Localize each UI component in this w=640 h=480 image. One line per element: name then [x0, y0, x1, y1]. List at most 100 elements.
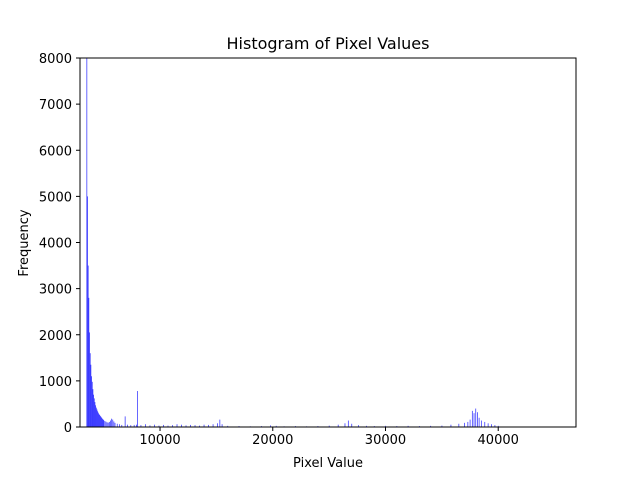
histogram-bar — [467, 421, 469, 427]
histogram-bar — [113, 421, 115, 427]
histogram-bar — [95, 407, 97, 427]
x-tick-label: 10000 — [139, 433, 180, 448]
histogram-bar — [101, 418, 103, 427]
histogram-bar — [88, 297, 90, 427]
histogram-bar — [110, 420, 111, 427]
histogram-bar — [358, 425, 359, 427]
histogram-bar — [450, 424, 452, 427]
histogram-bar — [497, 425, 499, 427]
histogram-bar — [464, 422, 465, 427]
histogram-bar — [101, 417, 103, 427]
histogram-bar — [93, 394, 94, 427]
histogram-bar — [89, 332, 90, 427]
histogram-bar — [106, 422, 108, 427]
histogram-bar — [494, 425, 496, 427]
histogram-bar — [133, 424, 135, 427]
histogram-bar — [194, 425, 196, 427]
histogram-bar — [91, 376, 92, 427]
histogram-bar — [478, 417, 480, 427]
histogram-bar — [163, 424, 164, 427]
bars-group — [86, 58, 556, 428]
histogram-bar — [199, 425, 200, 427]
histogram-bar — [270, 425, 271, 427]
histogram-bar — [347, 420, 349, 427]
histogram-bar — [172, 425, 173, 427]
histogram-bar — [185, 425, 187, 427]
histogram-bar — [116, 423, 118, 427]
histogram-bar — [140, 425, 142, 427]
histogram-bar — [108, 421, 110, 427]
histogram-bar — [102, 419, 104, 427]
histogram-bar — [97, 412, 99, 427]
histogram-bar — [99, 415, 101, 427]
histogram-bar — [99, 415, 101, 427]
y-axis-label: Frequency — [17, 209, 32, 276]
histogram-bar — [89, 353, 91, 427]
histogram-bar — [458, 423, 460, 427]
histogram-bar — [87, 265, 89, 427]
y-tick-label: 8000 — [39, 52, 72, 67]
x-tick-label: 20000 — [252, 433, 293, 448]
histogram-bar — [480, 420, 482, 427]
histogram-bar — [337, 424, 339, 427]
y-tick-label: 5000 — [39, 190, 72, 205]
histogram-bar — [190, 424, 191, 427]
histogram-bar — [104, 421, 106, 427]
histogram-bar — [227, 425, 229, 427]
histogram-bar — [477, 412, 478, 427]
histogram-bar — [176, 424, 178, 427]
y-tick-label: 1000 — [39, 375, 72, 390]
histogram-bar — [469, 419, 471, 427]
histogram-bar — [208, 424, 209, 427]
y-axis-ticks: 0 1000 2000 3000 4000 5000 6000 7000 8000 — [39, 52, 80, 436]
histogram-bar — [221, 424, 223, 427]
histogram-bar — [167, 425, 169, 427]
histogram-bar — [275, 425, 277, 427]
histogram-bar — [475, 408, 477, 427]
x-axis-ticks: 10000 20000 30000 40000 — [139, 427, 519, 448]
histogram-bar — [100, 416, 102, 427]
histogram-bar — [91, 381, 93, 427]
x-tick-label: 30000 — [365, 433, 406, 448]
chart-title: Histogram of Pixel Values — [227, 34, 430, 53]
histogram-bar — [94, 402, 96, 427]
histogram-bar — [119, 424, 120, 427]
histogram-bar — [90, 364, 92, 427]
histogram-bar — [114, 422, 116, 427]
histogram-bar — [344, 423, 346, 427]
histogram-bar — [473, 413, 475, 427]
histogram-bar — [93, 398, 95, 427]
histogram-bar — [149, 425, 151, 427]
histogram-bar — [217, 423, 218, 427]
histogram-bar — [87, 196, 88, 428]
histogram-bar — [96, 409, 98, 427]
histogram-bar — [328, 425, 330, 427]
histogram-bar — [137, 391, 138, 427]
histogram-bar — [136, 424, 137, 427]
histogram-bar — [203, 424, 205, 427]
y-tick-label: 2000 — [39, 329, 72, 344]
histogram-bar — [154, 424, 155, 427]
histogram-bar — [98, 414, 100, 427]
histogram-bar — [491, 424, 492, 427]
histogram-bar — [107, 422, 109, 427]
histogram-bar — [219, 419, 221, 427]
y-tick-label: 7000 — [39, 98, 72, 113]
y-tick-label: 0 — [64, 421, 72, 436]
x-tick-label: 40000 — [478, 433, 519, 448]
histogram-bar — [487, 423, 489, 427]
histogram-bar — [484, 421, 486, 427]
histogram-bar — [127, 424, 128, 427]
histogram-bar — [112, 419, 114, 427]
histogram-bar — [111, 418, 113, 427]
histogram-bar — [97, 411, 99, 427]
histogram-bar — [130, 425, 132, 427]
histogram-bar — [385, 425, 386, 427]
histogram-bar — [407, 425, 409, 427]
histogram-bar — [105, 421, 107, 427]
histogram-bar — [124, 416, 126, 427]
histogram-bar — [158, 425, 160, 427]
histogram-bar — [181, 424, 182, 427]
histogram-bar — [430, 425, 432, 427]
histogram-bar — [86, 58, 88, 427]
